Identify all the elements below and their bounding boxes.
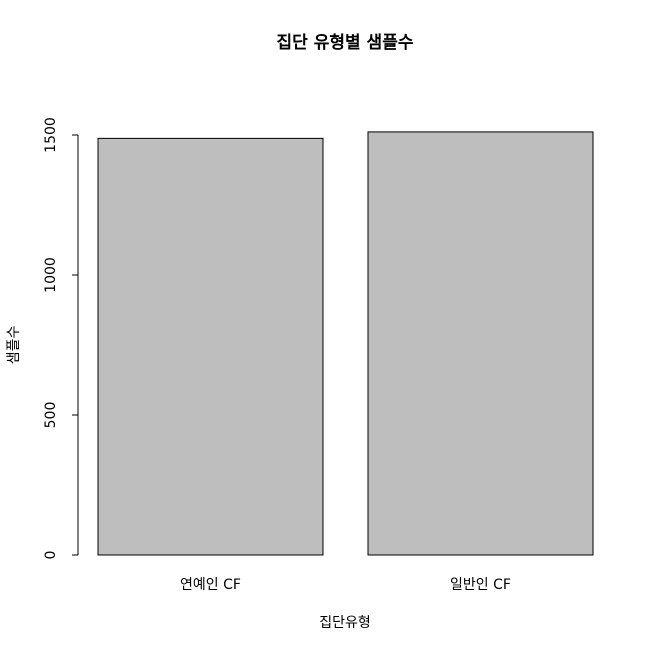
bar (367, 131, 594, 556)
y-tick-label: 1500 (43, 117, 59, 153)
x-category-label: 일반인 CF (450, 577, 511, 593)
y-tick-label: 500 (43, 402, 59, 429)
bar (97, 137, 324, 556)
y-tick-label: 1000 (43, 257, 59, 293)
x-axis-label: 집단유형 (319, 615, 371, 631)
y-axis-label: 샘플수 (6, 326, 22, 365)
x-category-label: 연예인 CF (180, 577, 241, 593)
x-axis-labels: 연예인 CF 일반인 CF (180, 577, 511, 593)
y-tick-label: 0 (43, 551, 59, 560)
y-axis-ticks: 0 500 1000 1500 (43, 117, 78, 559)
bars-group (97, 131, 594, 556)
chart-title: 집단 유형별 샘플수 (277, 32, 414, 53)
